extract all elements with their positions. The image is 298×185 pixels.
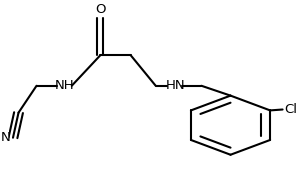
Text: O: O <box>95 3 105 16</box>
Text: NH: NH <box>55 79 74 92</box>
Text: HN: HN <box>165 79 185 92</box>
Text: N: N <box>1 131 11 144</box>
Text: Cl: Cl <box>284 103 297 116</box>
